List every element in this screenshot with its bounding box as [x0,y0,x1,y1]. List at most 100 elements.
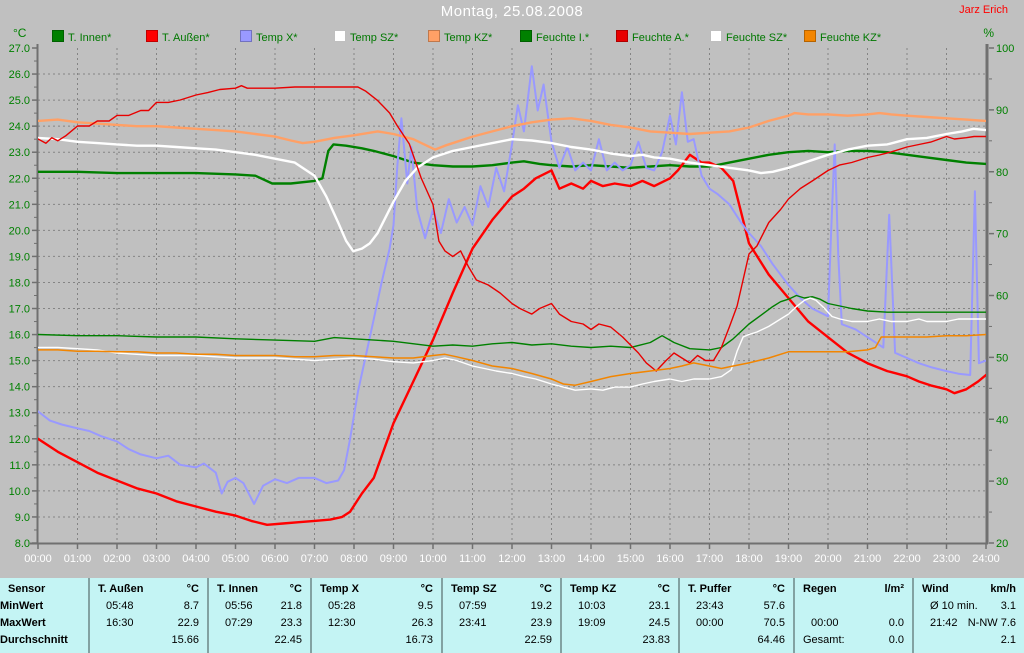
y-axis-label-left: 19.0 [9,251,30,263]
avg-value: 64.46 [757,634,785,646]
series-line-feuchte-a [38,84,986,372]
min-value: 9.5 [417,600,433,612]
avg-value: 2.1 [1000,634,1016,646]
legend-swatch-temp-kz [428,30,440,42]
min-value: 23.1 [648,600,670,612]
column-header-unit: °C [289,583,302,595]
max-value: 23.9 [530,617,552,629]
legend-swatch-feuchte-a [616,30,628,42]
legend-label: Temp SZ* [350,32,399,44]
legend-item-t-au-en[interactable]: T. Außen* [146,28,210,44]
max-value: 24.5 [648,617,670,629]
x-axis-label: 18:00 [735,553,763,565]
legend-item-feuchte-i[interactable]: Feuchte I.* [520,28,589,44]
author-name: Jarz Erich [959,4,1008,16]
min-time: 10:03 [578,600,606,612]
min-value: 21.8 [280,600,302,612]
y-axis-label-left: 14.0 [9,382,30,394]
x-axis-label: 02:00 [103,553,131,565]
x-axis-label: 23:00 [933,553,961,565]
avg-value: 22.59 [524,634,552,646]
row-label-maxwert: MaxWert [0,617,46,629]
legend: T. Innen* T. Außen* Temp X* Temp SZ* Temp KZ… [0,28,1024,44]
x-axis-label: 13:00 [538,553,566,565]
column-header-name: Wind [922,583,949,595]
legend-label: Temp KZ* [444,32,493,44]
y-axis-label-left: 27.0 [9,43,30,55]
y-axis-label-left: 22.0 [9,173,30,185]
legend-label: Feuchte A.* [632,32,689,44]
legend-item-t-innen[interactable]: T. Innen* [52,28,111,44]
axis-labels: 27.0 26.0 25.0 24.0 23.0 22.0 21.0 20.0 19.0 18.0… [9,43,1015,565]
x-axis-label: 22:00 [893,553,921,565]
column-header-name: Temp X [320,583,359,595]
max-value: 22.9 [177,617,199,629]
stats-column-temp-x: Temp X °C 05:28 9.5 12:30 26.3 16.73 [310,578,441,653]
min-value: 8.7 [183,600,199,612]
y-axis-label-left: 8.0 [15,538,30,550]
y-axis-label-left: 18.0 [9,277,30,289]
min-value: 3.1 [1000,600,1016,612]
max-value: 26.3 [411,617,433,629]
y-axis-label-left: 10.0 [9,486,30,498]
avg-label [562,632,642,649]
y-axis-label-left: 15.0 [9,356,30,368]
min-time: 23:43 [696,600,724,612]
y-axis-label-right: 50 [996,352,1008,364]
x-axis-label: 11:00 [459,553,486,565]
x-axis-label: 05:00 [222,553,250,565]
axes [30,44,994,549]
max-value: 0.0 [888,617,904,629]
legend-swatch-feuchte-i [520,30,532,42]
legend-swatch-t-au-en [146,30,158,42]
legend-item-feuchte-sz[interactable]: Feuchte SZ* [710,28,787,44]
max-time: 21:42 [930,617,958,629]
left-axis-unit-label: °C [13,26,27,40]
column-header-name: Temp SZ [451,583,497,595]
row-label-minwert: MinWert [0,600,44,612]
avg-label [90,632,171,649]
legend-item-feuchte-kz[interactable]: Feuchte KZ* [804,28,881,44]
legend-item-temp-kz[interactable]: Temp KZ* [428,28,492,44]
series-line-feuchte-sz [38,297,986,391]
max-time: 23:41 [459,617,487,629]
avg-value: 23.83 [642,634,670,646]
legend-item-temp-x[interactable]: Temp X* [240,28,298,44]
x-axis-label: 16:00 [656,553,684,565]
stats-column-temp-kz: Temp KZ °C 10:03 23.1 19:09 24.5 23.83 [560,578,678,653]
series-line-t-au-en [38,153,986,526]
legend-item-temp-sz[interactable]: Temp SZ* [334,28,398,44]
y-axis-label-left: 23.0 [9,147,30,159]
stats-column-sensor: Sensor MinWert MaxWert Durchschnitt [0,578,88,653]
column-header-name: Regen [803,583,837,595]
legend-label: Feuchte KZ* [820,32,882,44]
legend-item-feuchte-a[interactable]: Feuchte A.* [616,28,689,44]
series-line-feuchte-i [38,294,986,351]
max-time: 00:00 [811,617,839,629]
avg-label [680,632,757,649]
series-line-t-innen [38,143,986,185]
x-axis-label: 07:00 [301,553,329,565]
grid-lines [38,48,986,543]
x-axis-label: 12:00 [498,553,526,565]
avg-value: 15.66 [171,634,199,646]
column-header-unit: °C [186,583,199,595]
max-time: 07:29 [225,617,253,629]
column-header-unit: l/m² [884,583,904,595]
column-header-unit: °C [657,583,670,595]
series-line-temp-sz [38,127,986,253]
legend-swatch-temp-sz [334,30,346,42]
legend-label: Feuchte SZ* [726,32,788,44]
x-axis-label: 14:00 [577,553,605,565]
series-line-feuchte-kz [38,333,986,386]
avg-value: 16.73 [405,634,433,646]
legend-swatch-feuchte-kz [804,30,816,42]
stats-column-regen: Regen l/m² 00:00 0.0 Gesamt: 0.0 [793,578,912,653]
avg-label [312,632,405,649]
avg-label: Gesamt: [803,634,845,646]
max-time: 19:09 [578,617,606,629]
y-axis-label-right: 90 [996,105,1008,117]
legend-label: Temp X* [256,32,298,44]
y-axis-label-right: 70 [996,229,1008,241]
